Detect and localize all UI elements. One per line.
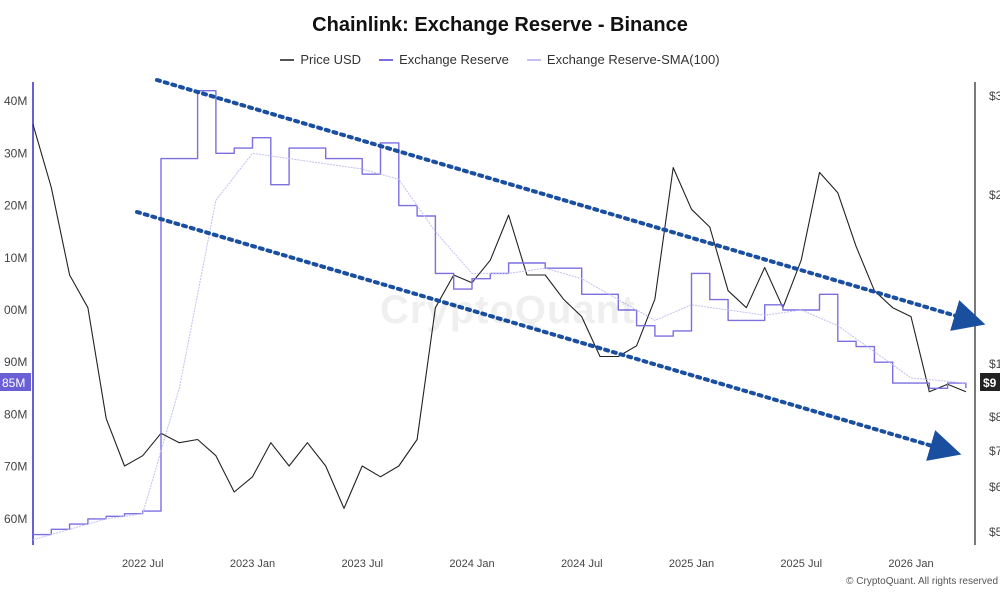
legend-item-price[interactable]: Price USD (280, 52, 361, 67)
lower-trend-arrow (135, 210, 962, 461)
legend-swatch-reserve (379, 58, 394, 61)
price-current-badge-text: $9 (983, 376, 997, 390)
reserve-current-badge (0, 373, 31, 391)
chart-title: Chainlink: Exchange Reserve - Binance (312, 14, 688, 36)
left-tick-label: 10M (4, 251, 27, 265)
left-tick-label: 40M (4, 94, 27, 108)
legend-swatch-sma (526, 58, 541, 61)
x-tick-label: 2023 Jul (341, 558, 383, 570)
exchange-reserve-sma-line (32, 152, 966, 541)
price-usd-line (32, 124, 967, 509)
x-tick-label: 2022 Jul (122, 558, 164, 570)
right-tick-label: $1 (989, 357, 1000, 371)
left-tick-label: 80M (4, 407, 27, 421)
x-tick-label: 2025 Jan (669, 558, 714, 570)
left-tick-label: 90M (4, 355, 27, 369)
legend-label-price: Price USD (300, 52, 362, 67)
left-tick-label: 30M (4, 146, 27, 160)
legend-item-sma[interactable]: Exchange Reserve-SMA(100) (526, 52, 720, 67)
reserve-current-badge-text: 85M (2, 376, 25, 390)
exchange-reserve-line (33, 90, 967, 536)
legend-swatch-price (280, 58, 295, 61)
watermark: CryptoQuant (380, 288, 636, 332)
copyright-credit: © CryptoQuant. All rights reserved (846, 576, 998, 587)
left-tick-label: 00M (4, 303, 27, 317)
x-tick-label: 2023 Jan (230, 558, 275, 570)
right-tick-label: $2 (989, 188, 1000, 202)
upper-trend-arrow (155, 78, 986, 331)
price-current-badge (980, 373, 1000, 391)
x-tick-label: 2025 Jul (780, 558, 822, 570)
legend-label-sma: Exchange Reserve-SMA(100) (546, 52, 720, 67)
x-tick-label: 2026 Jan (888, 558, 933, 570)
left-tick-label: 70M (4, 460, 27, 474)
left-tick-label: 60M (4, 512, 27, 526)
legend-label-reserve: Exchange Reserve (399, 52, 509, 67)
right-tick-label: $3 (989, 89, 1000, 103)
x-tick-label: 2024 Jan (449, 558, 494, 570)
right-tick-label: $8 (989, 410, 1000, 424)
legend-item-reserve[interactable]: Exchange Reserve (379, 52, 509, 67)
right-tick-label: $5 (989, 525, 1000, 539)
right-tick-label: $7 (989, 444, 1000, 458)
right-tick-label: $6 (989, 480, 1000, 494)
chart-legend: Price USD Exchange Reserve Exchange Rese… (0, 52, 1000, 67)
left-tick-label: 20M (4, 199, 27, 213)
x-tick-label: 2024 Jul (561, 558, 603, 570)
